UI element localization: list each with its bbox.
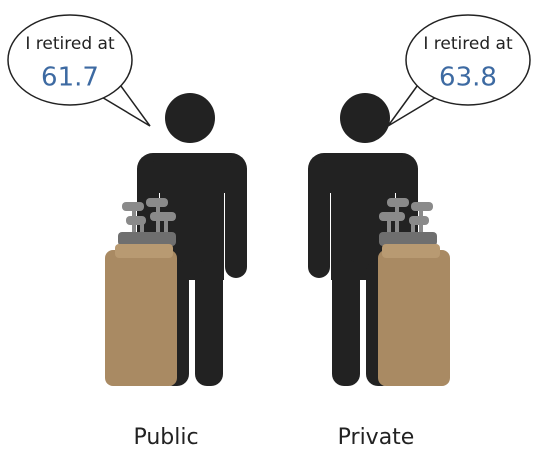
infographic: I retired at 61.7 I retired at 63.8 Publ… xyxy=(0,0,541,451)
sector-label: Public xyxy=(133,425,198,450)
retirement-age: 63.8 xyxy=(439,63,497,93)
person-with-golf-bag xyxy=(308,93,450,386)
speech-text: I retired at xyxy=(25,34,115,54)
person-with-golf-bag xyxy=(105,93,247,386)
sector-label: Private xyxy=(338,425,415,450)
retirement-age: 61.7 xyxy=(41,63,99,93)
page: I retired at 61.7 I retired at 63.8 Publ… xyxy=(0,0,541,451)
speech-text: I retired at xyxy=(423,34,513,54)
